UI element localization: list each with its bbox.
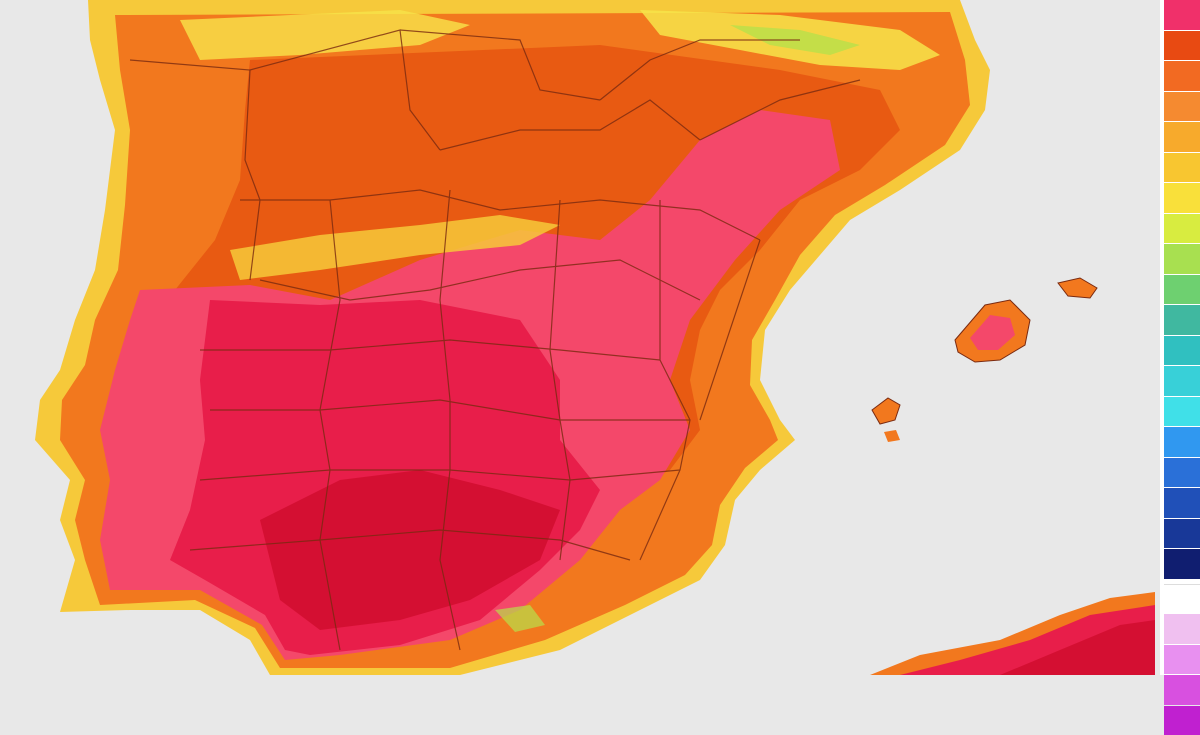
legend-swatch — [1164, 214, 1200, 244]
legend-swatch — [1164, 519, 1200, 549]
legend-swatch — [1164, 244, 1200, 274]
temperature-legend — [1160, 0, 1200, 675]
legend-swatch — [1164, 31, 1200, 61]
legend-swatch — [1164, 614, 1200, 644]
legend-swatch — [1164, 675, 1200, 705]
legend-swatch — [1164, 397, 1200, 427]
legend-swatch — [1164, 122, 1200, 152]
legend-swatch — [1164, 275, 1200, 305]
legend-swatch — [1164, 427, 1200, 457]
legend-swatch — [1164, 305, 1200, 335]
legend-swatch — [1164, 336, 1200, 366]
legend-swatch — [1164, 584, 1200, 615]
legend-swatch — [1164, 0, 1200, 30]
legend-swatch — [1164, 153, 1200, 183]
legend-swatch — [1164, 706, 1200, 735]
legend-swatch — [1164, 92, 1200, 122]
legend-swatch — [1164, 61, 1200, 91]
legend-swatch — [1164, 488, 1200, 518]
legend-swatch — [1164, 458, 1200, 488]
temperature-map — [0, 0, 1155, 675]
legend-swatch — [1164, 645, 1200, 675]
legend-swatch — [1164, 183, 1200, 213]
legend-swatch — [1164, 366, 1200, 396]
legend-swatch — [1164, 549, 1200, 579]
